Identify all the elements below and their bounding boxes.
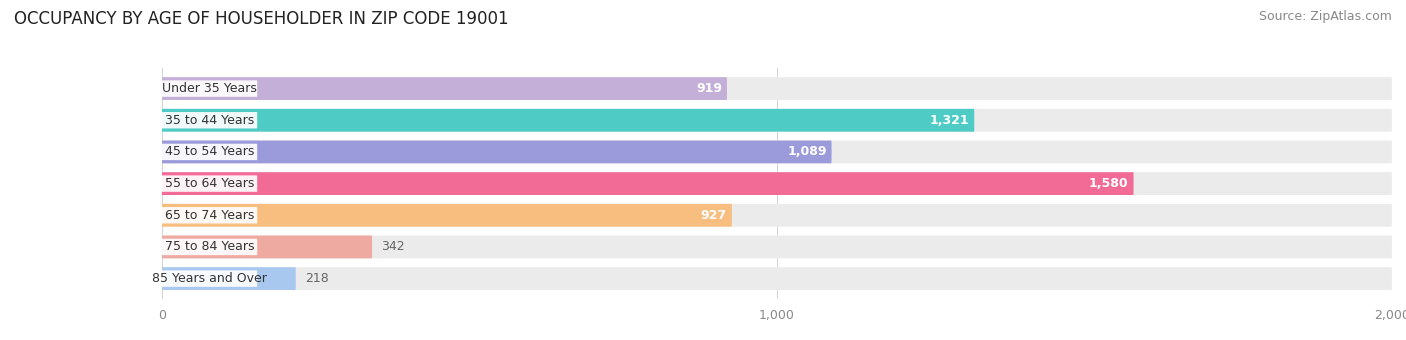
- FancyBboxPatch shape: [162, 236, 1392, 258]
- FancyBboxPatch shape: [162, 144, 257, 160]
- FancyBboxPatch shape: [162, 267, 295, 290]
- Text: 65 to 74 Years: 65 to 74 Years: [165, 209, 254, 222]
- Text: 1,089: 1,089: [787, 146, 827, 158]
- FancyBboxPatch shape: [162, 204, 733, 227]
- FancyBboxPatch shape: [162, 77, 1392, 100]
- FancyBboxPatch shape: [162, 175, 257, 192]
- Text: Under 35 Years: Under 35 Years: [162, 82, 257, 95]
- Text: 35 to 44 Years: 35 to 44 Years: [165, 114, 254, 127]
- Text: OCCUPANCY BY AGE OF HOUSEHOLDER IN ZIP CODE 19001: OCCUPANCY BY AGE OF HOUSEHOLDER IN ZIP C…: [14, 10, 509, 28]
- FancyBboxPatch shape: [162, 172, 1392, 195]
- Text: 1,321: 1,321: [929, 114, 969, 127]
- FancyBboxPatch shape: [162, 109, 1392, 132]
- FancyBboxPatch shape: [162, 112, 257, 129]
- FancyBboxPatch shape: [162, 236, 373, 258]
- FancyBboxPatch shape: [162, 270, 257, 287]
- FancyBboxPatch shape: [162, 267, 1392, 290]
- Text: 342: 342: [381, 240, 405, 253]
- Text: 1,580: 1,580: [1090, 177, 1129, 190]
- FancyBboxPatch shape: [162, 172, 1133, 195]
- FancyBboxPatch shape: [162, 80, 257, 97]
- Text: 218: 218: [305, 272, 329, 285]
- Text: 55 to 64 Years: 55 to 64 Years: [165, 177, 254, 190]
- FancyBboxPatch shape: [162, 204, 1392, 227]
- Text: 919: 919: [696, 82, 723, 95]
- FancyBboxPatch shape: [162, 109, 974, 132]
- FancyBboxPatch shape: [162, 77, 727, 100]
- FancyBboxPatch shape: [162, 239, 257, 255]
- Text: Source: ZipAtlas.com: Source: ZipAtlas.com: [1258, 10, 1392, 23]
- Text: 85 Years and Over: 85 Years and Over: [152, 272, 267, 285]
- FancyBboxPatch shape: [162, 140, 831, 163]
- Text: 45 to 54 Years: 45 to 54 Years: [165, 146, 254, 158]
- FancyBboxPatch shape: [162, 207, 257, 223]
- FancyBboxPatch shape: [162, 140, 1392, 163]
- Text: 75 to 84 Years: 75 to 84 Years: [165, 240, 254, 253]
- Text: 927: 927: [700, 209, 727, 222]
